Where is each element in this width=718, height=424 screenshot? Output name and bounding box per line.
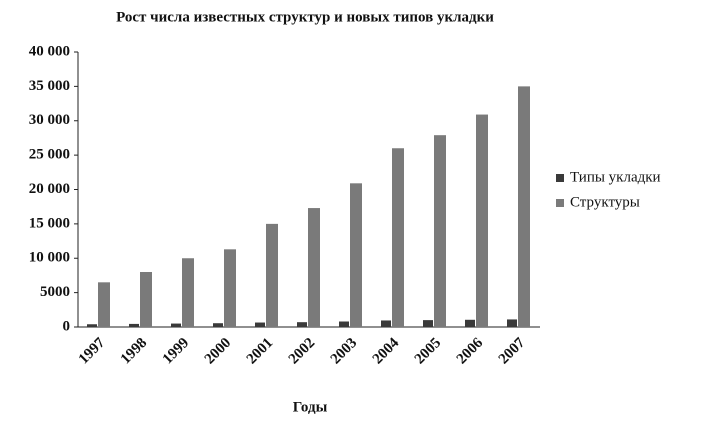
y-tick-label: 25 000 — [29, 147, 70, 163]
x-tick-label: 2004 — [370, 335, 403, 368]
x-tick-label: 2000 — [202, 335, 235, 368]
x-tick-label: 2007 — [496, 335, 529, 368]
bar — [392, 148, 404, 327]
bar — [224, 249, 236, 327]
bar — [213, 323, 223, 327]
y-tick-label: 40 000 — [29, 43, 70, 59]
legend-label: Структуры — [570, 194, 640, 210]
bar — [255, 322, 265, 327]
legend-swatch — [556, 199, 564, 207]
bar — [518, 86, 530, 327]
legend-label: Типы укладки — [570, 169, 661, 185]
bar — [171, 323, 181, 327]
bar — [434, 135, 446, 327]
bar — [297, 322, 307, 327]
bar — [87, 324, 97, 327]
bar — [308, 208, 320, 327]
y-tick-label: 35 000 — [29, 78, 70, 94]
legend-swatch — [556, 174, 564, 182]
x-tick-label: 2002 — [286, 335, 319, 368]
y-tick-label: 15 000 — [29, 215, 70, 231]
x-axis-title: Годы — [293, 399, 328, 415]
y-tick-label: 30 000 — [29, 112, 70, 128]
x-tick-label: 2003 — [328, 335, 361, 368]
bar — [507, 319, 517, 327]
x-tick-label: 2005 — [412, 335, 445, 368]
x-tick-label: 1997 — [76, 335, 109, 368]
x-tick-label: 2001 — [244, 335, 277, 368]
y-tick-label: 0 — [63, 318, 71, 334]
bar — [182, 258, 194, 327]
bar — [381, 320, 391, 327]
y-tick-label: 5000 — [40, 284, 70, 300]
bar — [129, 323, 139, 327]
bar — [465, 319, 475, 327]
x-tick-label: 1999 — [160, 335, 193, 368]
x-tick-label: 1998 — [118, 335, 151, 368]
bar — [98, 282, 110, 327]
bar — [266, 223, 278, 327]
bar — [350, 183, 362, 327]
bar — [140, 272, 152, 327]
y-tick-label: 20 000 — [29, 181, 70, 197]
x-tick-label: 2006 — [454, 335, 487, 368]
bar — [339, 321, 349, 327]
y-tick-label: 10 000 — [29, 250, 70, 266]
bar — [423, 320, 433, 327]
chart-title: Рост числа известных структур и новых ти… — [116, 9, 494, 25]
bar — [476, 114, 488, 327]
